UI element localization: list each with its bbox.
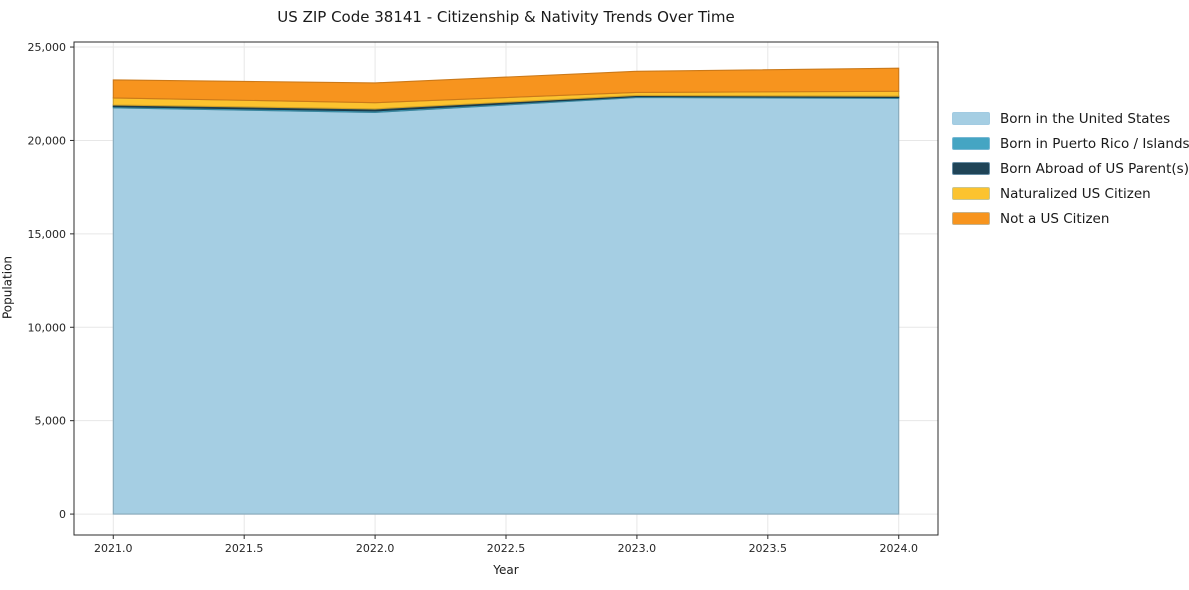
svg-text:2024.0: 2024.0 (879, 542, 918, 555)
legend-label: Born in the United States (1000, 110, 1171, 127)
legend-swatch-born-us (952, 112, 990, 125)
legend-swatch-not-citizen (952, 212, 990, 225)
svg-text:2021.0: 2021.0 (94, 542, 133, 555)
svg-text:2023.0: 2023.0 (618, 542, 657, 555)
svg-text:2023.5: 2023.5 (749, 542, 788, 555)
legend-item: Not a US Citizen (952, 206, 1189, 231)
legend-label: Naturalized US Citizen (1000, 185, 1151, 202)
legend-item: Naturalized US Citizen (952, 181, 1189, 206)
x-axis-label: Year (493, 563, 519, 577)
svg-text:25,000: 25,000 (28, 41, 67, 54)
svg-text:10,000: 10,000 (28, 321, 67, 334)
legend-label: Born Abroad of US Parent(s) (1000, 160, 1189, 177)
y-axis-label: Population (0, 255, 15, 320)
legend: Born in the United States Born in Puerto… (952, 106, 1189, 231)
legend-swatch-born-abroad (952, 162, 990, 175)
legend-item: Born in Puerto Rico / Islands (952, 131, 1189, 156)
svg-text:0: 0 (59, 508, 66, 521)
legend-label: Not a US Citizen (1000, 210, 1110, 227)
legend-item: Born Abroad of US Parent(s) (952, 156, 1189, 181)
chart-title: US ZIP Code 38141 - Citizenship & Nativi… (277, 8, 735, 26)
legend-swatch-born-pr (952, 137, 990, 150)
svg-text:2022.5: 2022.5 (487, 542, 526, 555)
svg-text:20,000: 20,000 (28, 134, 67, 147)
svg-text:2022.0: 2022.0 (356, 542, 395, 555)
legend-swatch-naturalized (952, 187, 990, 200)
svg-text:2021.5: 2021.5 (225, 542, 264, 555)
svg-text:15,000: 15,000 (28, 228, 67, 241)
legend-label: Born in Puerto Rico / Islands (1000, 135, 1189, 152)
legend-item: Born in the United States (952, 106, 1189, 131)
svg-text:5,000: 5,000 (35, 415, 67, 428)
